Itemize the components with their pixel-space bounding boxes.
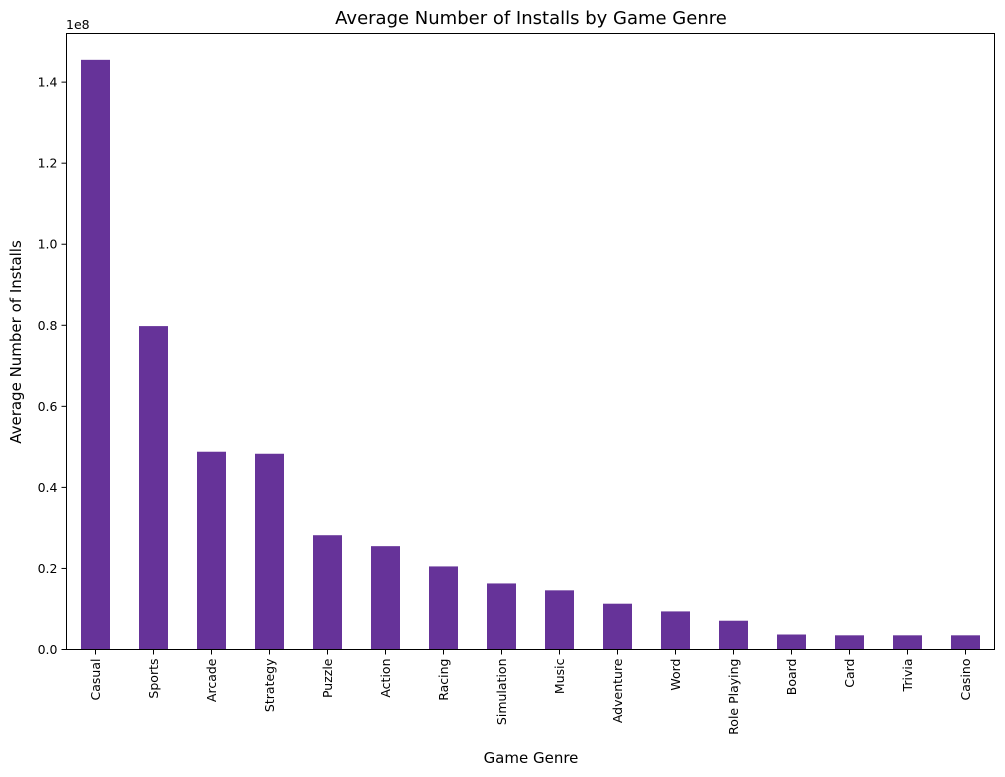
x-axis-label: Game Genre [484,749,579,767]
y-tick-label: 0.0 [38,642,58,657]
bar-casual [81,59,110,650]
bar-strategy [255,453,284,650]
bar-racing [429,566,458,650]
y-tick-label: 1.4 [38,75,58,90]
bar-role-playing [719,620,748,650]
y-tick-label: 0.6 [38,399,58,414]
x-tick-label: Board [784,659,799,696]
x-tick-label: Adventure [610,658,625,723]
y-axis-offset-label: 1e8 [66,17,90,32]
x-tick-label: Trivia [900,659,915,693]
y-tick-label: 0.2 [38,561,58,576]
y-tick-label: 1.2 [38,156,58,171]
x-tick-label: Role Playing [726,659,741,735]
x-tick-label: Word [668,659,683,691]
bar-puzzle [313,535,342,650]
y-axis-label: Average Number of Installs [7,240,25,444]
x-tick-label: Sports [146,659,161,699]
y-tick-label: 1.0 [38,237,58,252]
x-tick-label: Casino [958,659,973,701]
bar-card [835,635,864,650]
x-tick-label: Music [552,658,567,694]
bar-casino [951,635,980,650]
bar-series [81,59,980,650]
x-tick-label: Puzzle [320,658,335,698]
x-tick-label: Casual [88,659,103,701]
x-axis-ticks: Casual Sports Arcade Strategy Puzzle Action Ra… [88,649,973,735]
x-tick-label: Arcade [204,658,219,702]
x-tick-label: Strategy [262,658,277,712]
x-tick-label: Simulation [494,659,509,726]
chart-title: Average Number of Installs by Game Genre [335,8,727,29]
plot-frame [66,33,995,650]
x-tick-label: Card [842,659,857,688]
x-tick-label: Action [378,659,393,698]
bar-adventure [603,603,632,650]
y-tick-label: 0.8 [38,318,58,333]
bar-action [371,546,400,650]
bar-arcade [197,451,226,650]
y-axis-ticks: 0.0 0.2 0.4 0.6 0.8 1.0 1.2 1.4 [38,75,67,657]
bar-simulation [487,583,516,650]
bar-sports [139,326,168,650]
x-tick-label: Racing [436,659,451,701]
bar-trivia [893,635,922,650]
bar-music [545,590,574,650]
bar-word [661,611,690,650]
y-tick-label: 0.4 [38,480,58,495]
bar-board [777,634,806,650]
